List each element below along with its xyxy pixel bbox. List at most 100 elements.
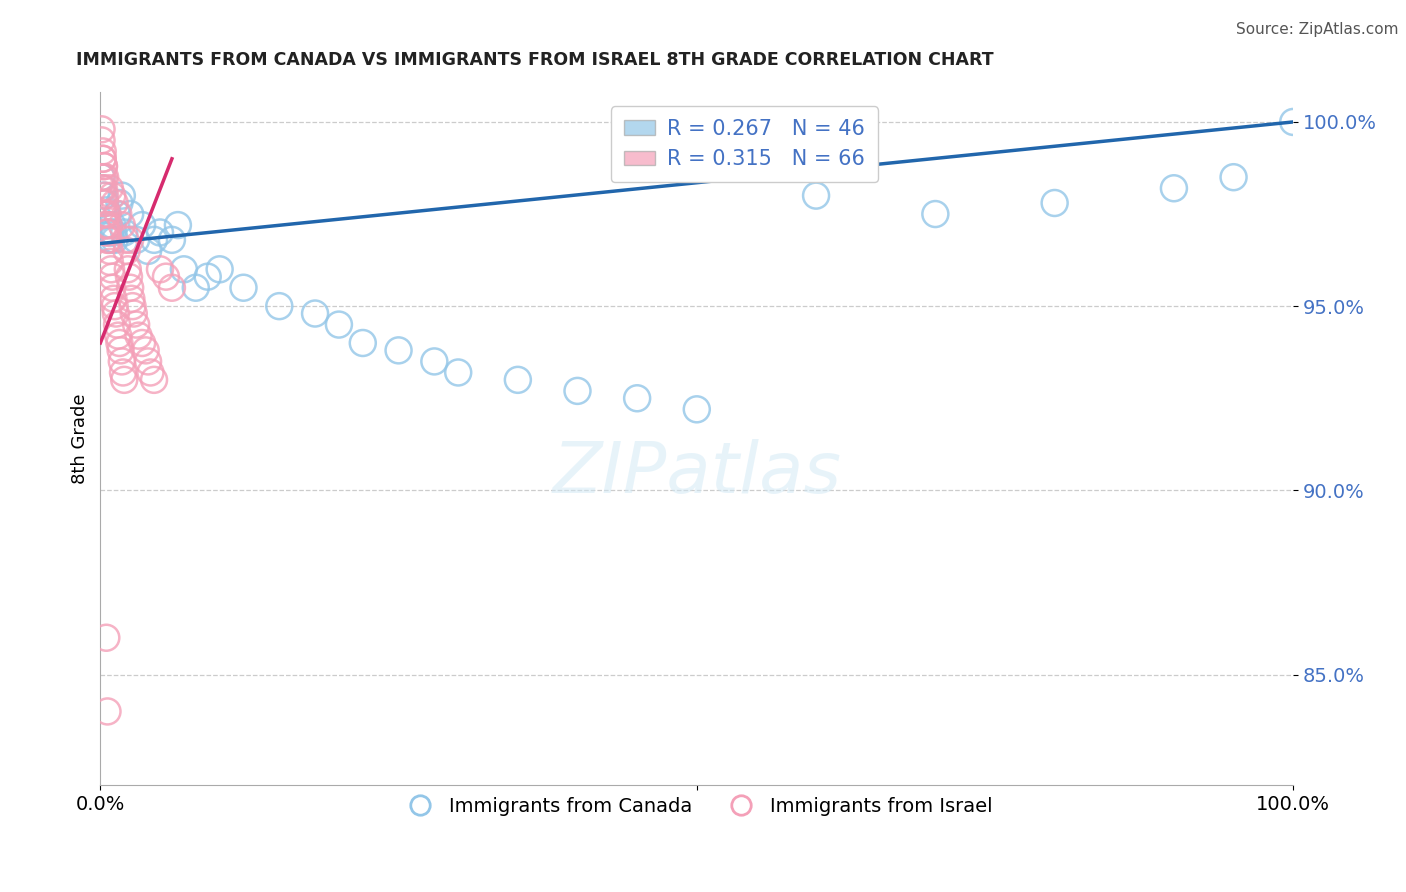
Point [143, 233, 166, 247]
Point [94, 196, 117, 211]
Point [155, 269, 177, 284]
Point [125, 233, 148, 247]
Point [447, 366, 470, 380]
Point [1043, 196, 1066, 211]
Y-axis label: 8th Grade: 8th Grade [72, 393, 89, 484]
Point [120, 292, 142, 306]
Point [208, 262, 231, 277]
Point [105, 318, 128, 332]
Point [96, 226, 118, 240]
Point [128, 328, 150, 343]
Point [114, 233, 136, 247]
Point [924, 207, 946, 221]
Legend: Immigrants from Canada, Immigrants from Israel: Immigrants from Canada, Immigrants from … [392, 789, 1001, 824]
Point [96, 207, 118, 221]
Point [135, 343, 157, 358]
Point [93, 159, 115, 173]
Point [167, 218, 190, 232]
Point [149, 226, 172, 240]
Point [328, 318, 350, 332]
Point [96, 226, 118, 240]
Point [110, 343, 132, 358]
Point [97, 218, 120, 232]
Point [120, 281, 142, 295]
Point [686, 402, 709, 417]
Point [105, 207, 128, 221]
Point [136, 244, 159, 258]
Point [160, 281, 183, 295]
Point [96, 233, 118, 247]
Point [100, 233, 122, 247]
Point [93, 207, 115, 221]
Point [352, 336, 374, 351]
Point [112, 373, 135, 387]
Text: ZIPatlas: ZIPatlas [553, 439, 841, 508]
Point [98, 244, 121, 258]
Point [111, 218, 134, 232]
Point [506, 373, 529, 387]
Point [423, 354, 446, 368]
Point [98, 255, 121, 269]
Point [1282, 115, 1305, 129]
Point [93, 170, 115, 185]
Point [804, 188, 827, 202]
Point [94, 218, 117, 232]
Point [143, 373, 166, 387]
Point [117, 262, 139, 277]
Point [90, 133, 112, 147]
Point [96, 207, 118, 221]
Text: Source: ZipAtlas.com: Source: ZipAtlas.com [1236, 22, 1399, 37]
Point [96, 218, 118, 232]
Point [100, 262, 122, 277]
Point [139, 366, 162, 380]
Point [103, 292, 125, 306]
Point [96, 203, 118, 218]
Point [94, 196, 117, 211]
Point [136, 354, 159, 368]
Point [108, 336, 131, 351]
Point [101, 269, 124, 284]
Point [90, 122, 112, 136]
Point [93, 188, 115, 202]
Point [97, 218, 120, 232]
Point [98, 226, 121, 240]
Point [125, 318, 148, 332]
Point [111, 354, 134, 368]
Point [93, 181, 115, 195]
Point [96, 207, 118, 221]
Point [101, 218, 124, 232]
Point [90, 181, 112, 195]
Point [101, 281, 124, 295]
Point [96, 705, 118, 719]
Point [90, 170, 112, 185]
Point [111, 366, 134, 380]
Point [1222, 170, 1244, 185]
Point [232, 281, 254, 295]
Point [107, 328, 129, 343]
Point [304, 306, 326, 320]
Point [120, 233, 142, 247]
Point [121, 299, 143, 313]
Point [626, 391, 648, 405]
Point [97, 233, 120, 247]
Point [269, 299, 291, 313]
Point [94, 170, 117, 185]
Point [149, 262, 172, 277]
Point [567, 384, 589, 398]
Point [1163, 181, 1185, 195]
Point [91, 196, 114, 211]
Point [96, 631, 118, 645]
Point [115, 244, 138, 258]
Point [120, 207, 142, 221]
Point [91, 152, 114, 166]
Point [90, 170, 112, 185]
Point [93, 159, 115, 173]
Point [108, 196, 131, 211]
Point [387, 343, 409, 358]
Point [98, 181, 121, 195]
Point [184, 281, 207, 295]
Point [104, 299, 127, 313]
Point [107, 207, 129, 221]
Point [122, 306, 145, 320]
Point [197, 269, 219, 284]
